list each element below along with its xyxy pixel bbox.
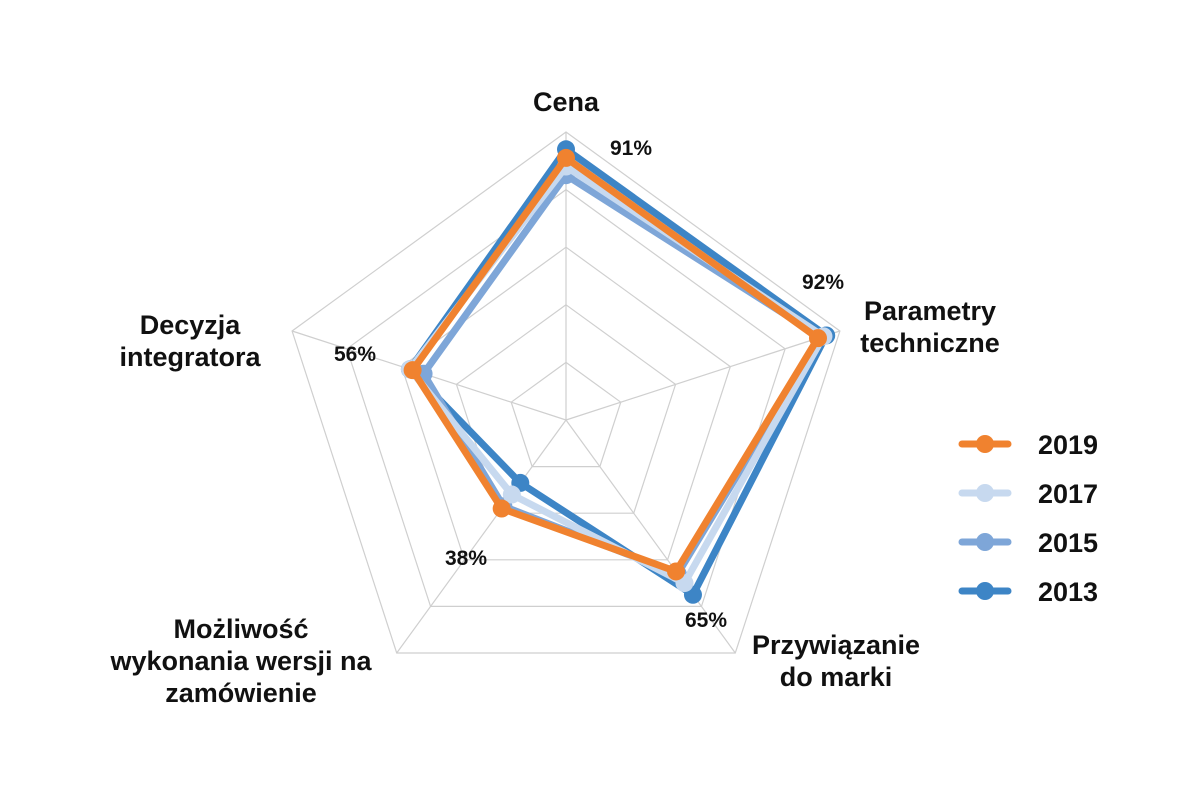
grid-spoke <box>565 330 841 421</box>
legend-swatch-marker <box>976 484 994 502</box>
legend-label: 2015 <box>1038 528 1098 558</box>
data-labels: 91% 92% 65% 38% 56% <box>334 137 844 632</box>
data-point <box>403 361 422 380</box>
data-label: 65% <box>685 609 727 632</box>
legend-label: 2013 <box>1038 577 1098 607</box>
series-line <box>409 154 822 575</box>
grid-ring <box>510 361 622 468</box>
series-2019 <box>403 148 827 581</box>
series-line <box>406 145 830 599</box>
axis-label: Możliwość wykonania wersji na zamówienie <box>109 614 372 708</box>
data-point <box>492 499 511 518</box>
legend-label: 2019 <box>1038 430 1098 460</box>
legend-item-2019: 2019 <box>958 430 1098 460</box>
series-line <box>420 171 825 578</box>
radar-grid <box>291 131 841 654</box>
legend-item-2017: 2017 <box>958 479 1098 509</box>
series-line <box>406 163 827 587</box>
data-point <box>557 148 575 167</box>
axis-label: Przywiązanie do marki <box>752 630 920 692</box>
data-label: 56% <box>334 343 376 366</box>
data-label: 92% <box>802 271 844 294</box>
series-2017 <box>400 157 833 593</box>
grid-ring <box>291 131 841 654</box>
legend-label: 2017 <box>1038 479 1098 509</box>
legend-swatch-marker <box>976 435 994 453</box>
axis-label: Decyzja integratora <box>119 310 261 372</box>
axis-label: Parametry techniczne <box>860 296 1000 358</box>
grid-spoke <box>396 419 567 654</box>
data-point <box>502 485 521 504</box>
axis-label: Cena <box>533 87 600 117</box>
legend-swatch-marker <box>976 533 994 551</box>
legend-swatch-marker <box>976 582 994 600</box>
axis-labels: Cena Parametry techniczne Przywiązanie do ma… <box>109 87 999 708</box>
data-label: 91% <box>610 137 652 160</box>
data-point <box>667 562 686 581</box>
data-label: 38% <box>445 547 487 570</box>
legend: 2019 2017 2015 2013 <box>958 430 1098 607</box>
grid-spoke <box>565 419 736 654</box>
data-point <box>808 329 827 348</box>
grid-ring <box>346 188 786 607</box>
series-2015 <box>414 166 830 583</box>
radar-series <box>400 140 836 604</box>
legend-item-2015: 2015 <box>958 528 1098 558</box>
legend-item-2013: 2013 <box>958 577 1098 607</box>
